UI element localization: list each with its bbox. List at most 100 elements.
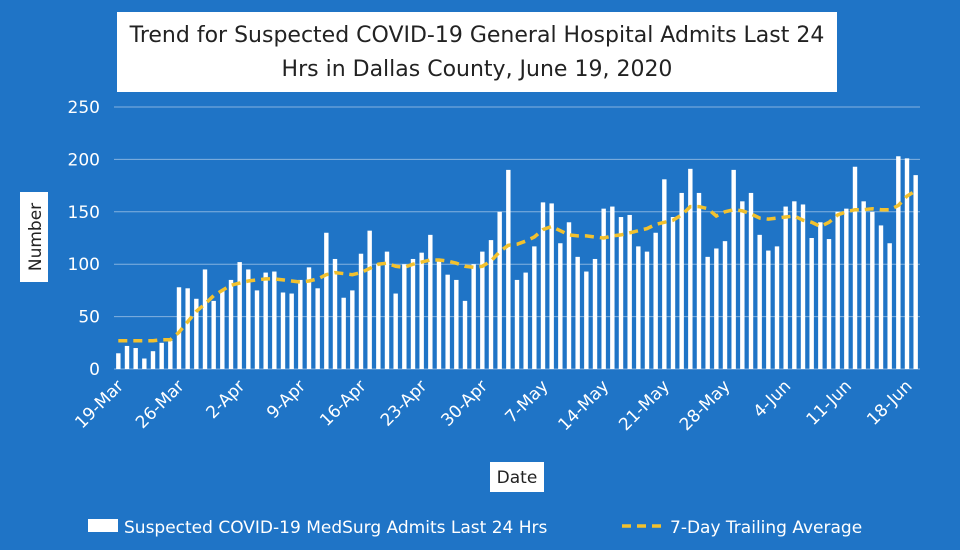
bar [237,262,242,369]
bar [835,211,840,369]
bar [774,246,780,369]
y-tick-label: 0 [89,360,100,380]
bar [826,239,832,369]
bar [653,232,658,369]
bar [618,217,624,369]
bar [254,290,260,369]
bar [367,230,372,369]
chart-title: Trend for Suspected COVID-19 General Hos… [129,23,825,48]
bar [679,192,684,369]
bar [740,201,745,369]
bar [844,208,849,369]
bar [904,158,910,369]
legend-swatch [88,519,118,532]
y-label-box [20,192,48,282]
bar [592,258,598,369]
bar [176,287,182,369]
bar [861,201,866,369]
bar [497,211,502,369]
bar [696,192,702,369]
bar [852,166,858,369]
bar [228,279,234,369]
bar [540,202,546,369]
bar [575,256,580,369]
bar [688,168,693,369]
y-axis-label: Number [26,203,46,271]
bar [185,288,190,369]
bar [272,271,277,369]
bar [480,251,485,369]
bar [748,192,754,369]
bar [116,353,121,369]
bar [705,256,710,369]
bar [393,293,398,369]
bar [133,348,138,369]
bar [800,204,806,369]
bar [454,279,459,369]
bar [818,222,823,369]
bar [636,246,641,369]
x-axis-label: Date [497,468,538,488]
bar [202,269,208,369]
bar [428,234,433,369]
bar [263,272,268,369]
bar [384,251,390,369]
bar [402,264,407,369]
bar [558,243,563,369]
bar [419,252,424,369]
bar [350,290,355,369]
y-tick-label: 50 [78,308,100,328]
bar [896,156,901,369]
bar [584,271,589,369]
y-tick-label: 100 [68,255,100,275]
bar [627,214,632,369]
bar [488,240,494,369]
bar [913,175,918,369]
bar [280,292,286,369]
bar [514,279,520,369]
bar [298,279,303,369]
bar [150,351,156,369]
legend-label: Suspected COVID-19 MedSurg Admits Last 2… [124,518,548,538]
bar [315,288,320,369]
bar [757,234,762,369]
chart-title: Hrs in Dallas County, June 19, 2020 [282,57,673,82]
legend-label: 7-Day Trailing Average [670,518,862,538]
bar [436,258,442,369]
bar [324,232,329,369]
bar [410,258,416,369]
bar [332,258,338,369]
bar [462,300,468,369]
bar [471,264,476,369]
bar [523,272,528,369]
average-line [118,189,917,343]
bar [376,264,381,369]
bar [722,241,728,369]
bar [142,358,147,369]
bar [766,250,771,369]
bar [220,290,225,369]
bar [289,293,294,369]
bar [714,248,719,369]
bar [644,251,650,369]
bar [124,345,130,369]
bar [445,274,450,369]
bar [532,246,537,369]
bar [549,203,554,369]
bar [211,300,216,369]
bar [878,225,884,369]
y-tick-label: 200 [68,150,100,170]
bar [783,206,788,369]
bar [168,340,173,369]
bar [566,222,572,369]
bar [670,217,676,369]
bar [662,179,667,369]
bar [506,169,511,369]
bar [809,238,814,369]
bar [341,297,346,369]
bar [792,201,797,369]
bar [887,243,892,369]
bar [306,267,312,369]
y-tick-label: 150 [68,203,100,223]
